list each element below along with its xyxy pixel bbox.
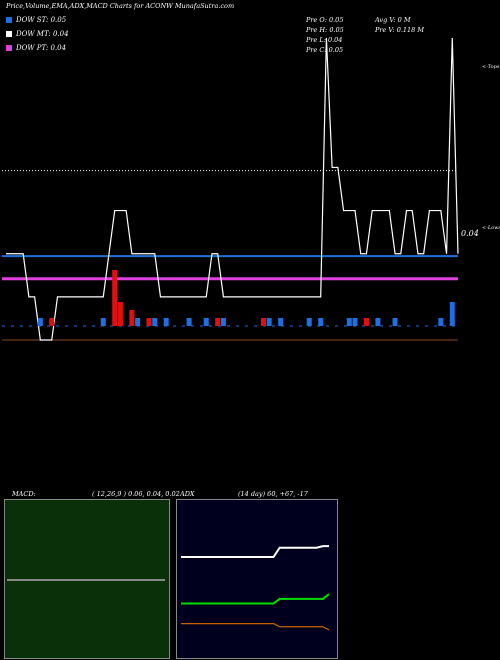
chart-title: Price,Volume,EMA,ADX,MACD Charts for ACO… [6, 2, 235, 10]
prev-close: Pre C: 0.05 [306, 46, 344, 54]
volume-bar [37, 318, 43, 326]
volume-bar [220, 318, 226, 326]
last-price-label: 0.04 [461, 229, 479, 238]
plus-di-line [181, 593, 330, 605]
volume-bar [203, 318, 209, 326]
volume-bar [129, 310, 135, 326]
volume-bar [146, 318, 152, 326]
volume-bar [49, 318, 55, 326]
volume-bar [352, 318, 358, 326]
volume-bar [135, 318, 141, 326]
macd-title: MACD: [12, 490, 36, 498]
volume-bar [215, 318, 221, 326]
volume-bar [117, 302, 123, 326]
legend-label-mt: DOW MT: 0.04 [16, 30, 69, 38]
legend-dow-pt: DOW PT: 0.04 [6, 44, 66, 52]
prev-low: Pre L: 0.04 [306, 36, 343, 44]
adx-params: (14 day) 60, +67, -17 [238, 490, 308, 498]
legend-dow-st: DOW ST: 0.05 [6, 16, 66, 24]
volume-bar [112, 270, 118, 326]
volume-bar [375, 318, 381, 326]
tops-label: <-Tops [482, 64, 500, 70]
prev-volume: Pre V: 0.118 M [375, 26, 425, 34]
volume-bar [392, 318, 398, 326]
macd-panel [4, 499, 170, 659]
volume-bar [363, 318, 369, 326]
legend-label-st: DOW ST: 0.05 [16, 16, 67, 24]
volume-bar [100, 318, 106, 326]
volume-bar [449, 302, 455, 326]
legend-label-pt: DOW PT: 0.04 [16, 44, 67, 52]
adx-line [181, 545, 329, 558]
volume-bar [152, 318, 158, 326]
minus-di-line [181, 623, 330, 631]
price-chart [2, 37, 459, 341]
prev-high: Pre H: 0.05 [306, 26, 344, 34]
avg-volume: Avg V: 0 M [375, 16, 411, 24]
volume-bar [438, 318, 444, 326]
volume-bar [318, 318, 324, 326]
volume-bar [266, 318, 272, 326]
macd-plot [7, 579, 165, 581]
adx-panel [176, 499, 338, 659]
price-line [6, 37, 459, 341]
volume-bar [260, 318, 266, 326]
legend-swatch-mt [6, 31, 12, 37]
legend-dow-mt: DOW MT: 0.04 [6, 30, 69, 38]
volume-bar [163, 318, 169, 326]
volume-bar [278, 318, 284, 326]
lows-label: <-Lows [482, 225, 500, 231]
volume-bar [346, 318, 352, 326]
legend-swatch-st [6, 17, 12, 23]
legend-swatch-pt [6, 45, 12, 51]
adx-plot [181, 545, 330, 631]
prev-open: Pre O: 0.05 [306, 16, 344, 24]
adx-title: ADX [180, 490, 195, 498]
volume-bar [306, 318, 312, 326]
volume-bar [186, 318, 192, 326]
macd-params: ( 12,26,9 ) 0.06, 0.04, 0.02 [92, 490, 180, 498]
